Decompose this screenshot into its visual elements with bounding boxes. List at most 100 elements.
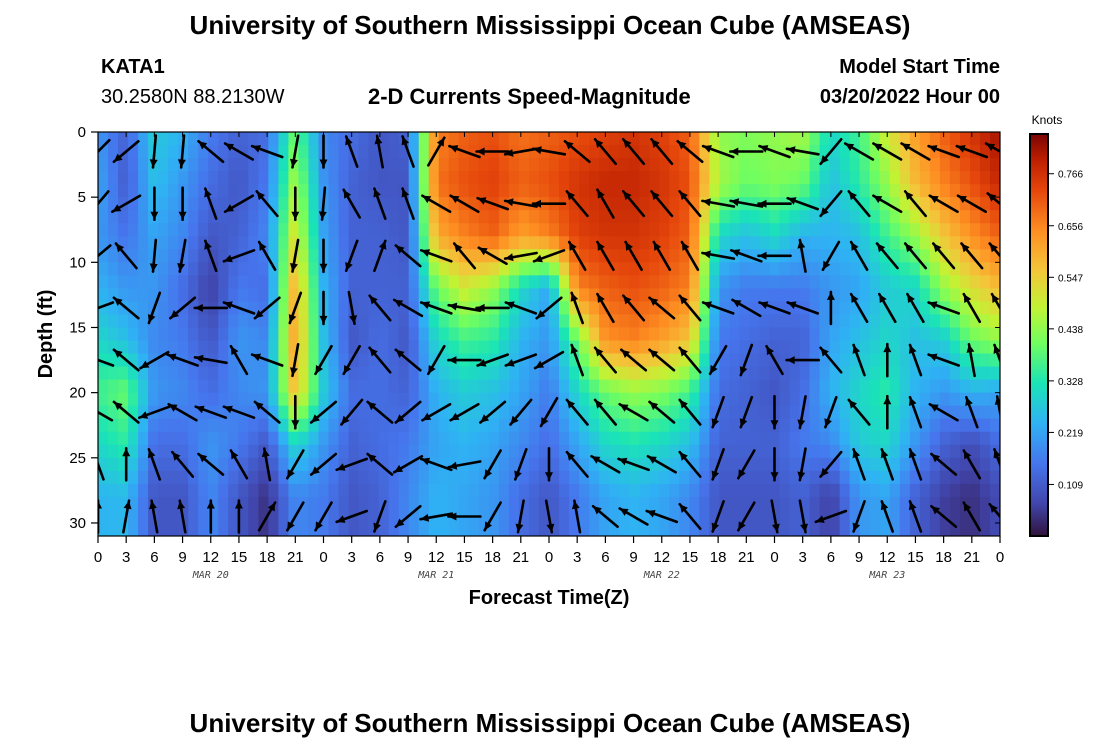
heatmap-cell (689, 171, 700, 185)
heatmap-cell (408, 262, 420, 276)
heatmap-cell (118, 327, 129, 342)
heatmap-cell (549, 483, 560, 498)
heatmap-cell (649, 249, 660, 263)
heatmap-cell (248, 457, 259, 472)
heatmap-cell (989, 418, 1000, 433)
heatmap-cell (979, 392, 991, 407)
heatmap-cell (729, 483, 741, 498)
heatmap-cell (679, 366, 690, 381)
heatmap-cell (969, 340, 981, 355)
heatmap-cell (869, 236, 881, 250)
heatmap-cell (739, 366, 751, 381)
heatmap-cell (228, 184, 239, 198)
heatmap-cell (809, 418, 821, 433)
heatmap-cell (719, 470, 730, 485)
heatmap-cell (348, 444, 360, 459)
heatmap-cell (478, 223, 490, 237)
heatmap-cell (188, 431, 199, 446)
heatmap-cell (268, 327, 279, 342)
heatmap-cell (388, 145, 400, 159)
heatmap-cell (538, 327, 550, 342)
heatmap-cell (98, 184, 109, 198)
heatmap-cell (979, 210, 991, 224)
heatmap-cell (138, 327, 149, 342)
heatmap-cell (348, 392, 360, 407)
heatmap-cell (428, 353, 440, 368)
heatmap-cell (829, 418, 841, 433)
heatmap-cell (368, 223, 380, 237)
heatmap-cell (709, 223, 720, 237)
heatmap-cell (488, 171, 500, 185)
heatmap-cell (358, 405, 370, 420)
current-vector-arrow (819, 450, 843, 478)
heatmap-cell (899, 314, 911, 329)
x-tick-label: 6 (827, 549, 835, 566)
heatmap-cell (158, 249, 169, 263)
heatmap-cell (498, 223, 510, 237)
heatmap-cell (248, 158, 259, 172)
heatmap-cell (198, 366, 209, 381)
heatmap-cell (158, 314, 169, 329)
heatmap-cell (288, 418, 300, 433)
heatmap-cell (689, 223, 700, 237)
current-vector-arrow (736, 501, 756, 532)
heatmap-cell (959, 171, 971, 185)
heatmap-cell (629, 366, 640, 381)
heatmap-cell (879, 353, 891, 368)
heatmap-cell (709, 496, 720, 511)
heatmap-cell (308, 223, 320, 237)
heatmap-cell (208, 496, 219, 511)
heatmap-cell (298, 457, 310, 472)
current-vector-arrow (177, 499, 187, 534)
heatmap-cell (418, 158, 430, 172)
heatmap-cell (178, 340, 189, 355)
heatmap-cell (879, 210, 891, 224)
heatmap-cells (98, 132, 1000, 536)
heatmap-cell (859, 301, 871, 316)
heatmap-cell (569, 275, 580, 289)
heatmap-cell (488, 223, 500, 237)
heatmap-cell (278, 145, 290, 159)
current-vector-arrow (222, 249, 256, 263)
heatmap-cell (789, 522, 801, 536)
heatmap-cell (899, 379, 911, 394)
heatmap-cell (198, 249, 209, 263)
heatmap-cell (579, 223, 590, 237)
current-vector-arrow (797, 395, 807, 430)
heatmap-cell (849, 418, 861, 433)
heatmap-cell (278, 444, 290, 459)
heatmap-cell (118, 470, 129, 485)
heatmap-cell (268, 353, 279, 368)
heatmap-cell (739, 340, 751, 355)
current-vector-arrow (736, 449, 756, 480)
heatmap-cell (238, 275, 249, 289)
heatmap-cell (358, 483, 370, 498)
heatmap-cell (528, 457, 540, 472)
heatmap-cell (328, 184, 340, 198)
heatmap-cell (318, 340, 330, 355)
heatmap-cell (458, 496, 470, 511)
heatmap-cell (559, 301, 570, 316)
heatmap-cell (148, 379, 159, 394)
heatmap-cell (148, 483, 159, 498)
heatmap-cell (859, 158, 871, 172)
heatmap-cell (398, 171, 410, 185)
heatmap-cell (118, 509, 129, 524)
heatmap-cell (699, 158, 710, 172)
heatmap-cell (909, 483, 921, 498)
heatmap-cell (508, 275, 520, 289)
heatmap-cell (308, 184, 320, 198)
heatmap-cell (258, 210, 269, 224)
heatmap-cell (939, 418, 951, 433)
heatmap-cell (849, 158, 861, 172)
heatmap-cell (338, 275, 350, 289)
heatmap-cell (749, 275, 761, 289)
heatmap-cell (729, 405, 741, 420)
heatmap-cell (929, 132, 941, 146)
heatmap-cell (609, 366, 620, 381)
heatmap-cell (338, 496, 350, 511)
heatmap-cell (528, 431, 540, 446)
heatmap-cell (919, 236, 931, 250)
heatmap-cell (919, 483, 931, 498)
current-vector-arrow (880, 500, 895, 533)
